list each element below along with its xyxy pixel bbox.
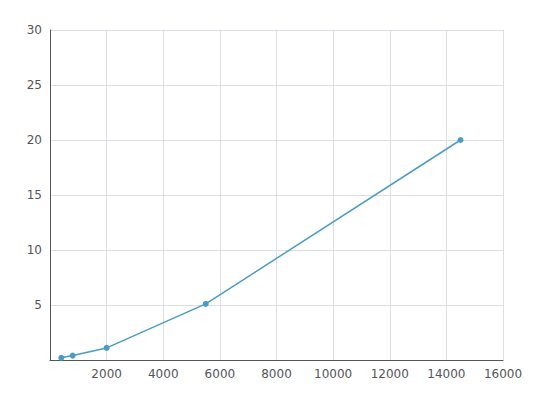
svg-text:10: 10 <box>27 243 42 257</box>
svg-text:30: 30 <box>27 23 42 37</box>
svg-text:20: 20 <box>27 133 42 147</box>
svg-text:25: 25 <box>27 78 42 92</box>
svg-text:4000: 4000 <box>148 367 179 381</box>
svg-text:16000: 16000 <box>484 367 522 381</box>
svg-text:2000: 2000 <box>91 367 122 381</box>
svg-text:5: 5 <box>34 298 42 312</box>
svg-text:6000: 6000 <box>205 367 236 381</box>
svg-text:15: 15 <box>27 188 42 202</box>
svg-text:14000: 14000 <box>427 367 465 381</box>
svg-text:10000: 10000 <box>314 367 352 381</box>
svg-text:8000: 8000 <box>261 367 292 381</box>
svg-text:12000: 12000 <box>371 367 409 381</box>
